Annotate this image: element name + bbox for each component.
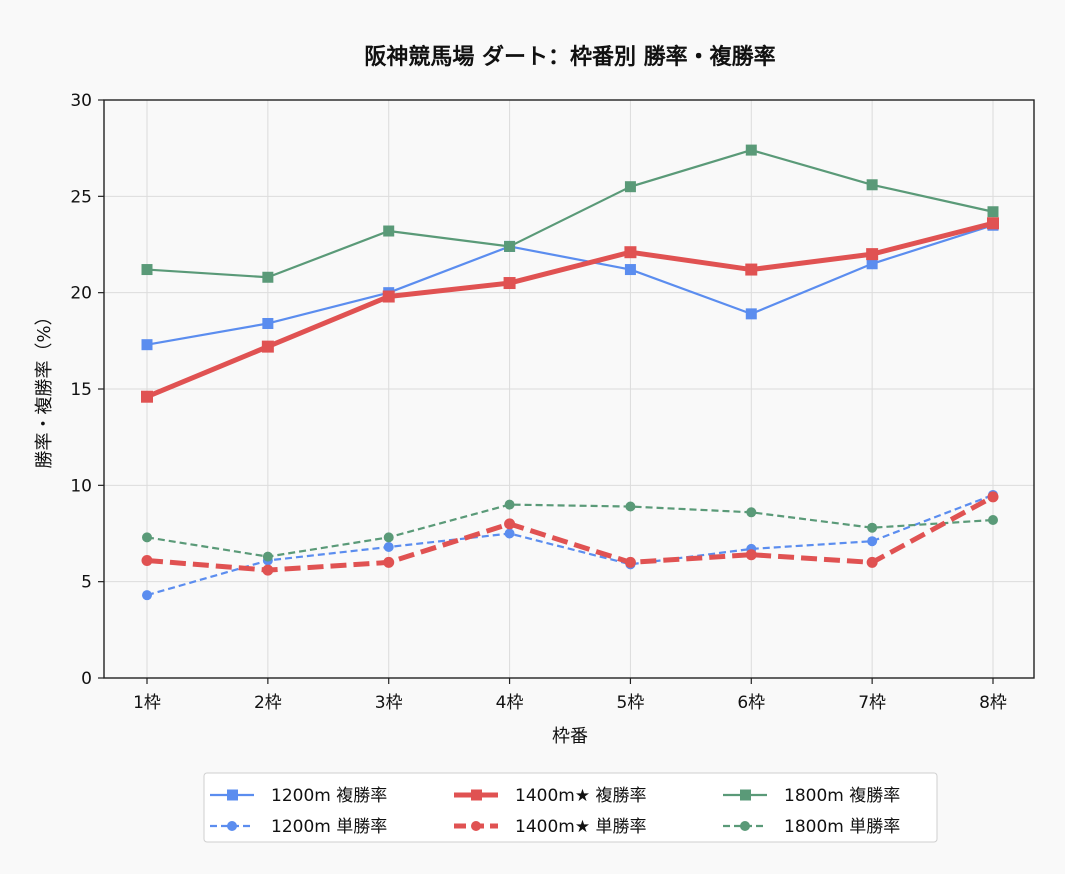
data-point <box>383 556 395 568</box>
data-point <box>866 179 878 191</box>
data-point <box>383 532 394 543</box>
data-point <box>383 541 394 552</box>
data-point <box>745 263 758 276</box>
x-tick-label: 4枠 <box>496 693 524 713</box>
data-point <box>142 590 152 601</box>
x-tick-label: 6枠 <box>737 693 765 713</box>
data-point <box>504 518 516 530</box>
data-point <box>745 144 757 156</box>
grid <box>104 99 1034 679</box>
data-point <box>262 317 274 329</box>
legend-label: 1200m 複勝率 <box>271 786 387 806</box>
data-point <box>504 240 516 252</box>
data-point <box>866 248 879 261</box>
legend-marker <box>740 789 751 801</box>
legend-label: 1800m 単勝率 <box>784 817 900 837</box>
x-tick-label: 7枠 <box>858 693 886 713</box>
series-line <box>146 148 994 279</box>
legend-item: 1200m 単勝率 <box>210 817 387 837</box>
data-point <box>745 308 757 320</box>
series-line <box>146 493 994 597</box>
data-point <box>867 536 878 547</box>
data-point <box>262 551 273 562</box>
data-point <box>141 339 153 351</box>
data-point <box>141 390 153 403</box>
series-2 <box>141 217 999 403</box>
data-point <box>746 507 757 518</box>
legend-marker <box>471 789 482 801</box>
legend-label: 1800m 複勝率 <box>784 786 900 806</box>
y-tick-label: 25 <box>70 187 92 207</box>
legend-label: 1200m 単勝率 <box>271 817 387 837</box>
series-line <box>146 224 994 346</box>
legend-item: 1400m★ 単勝率 <box>454 817 646 837</box>
data-point <box>504 528 515 539</box>
legend-marker <box>227 821 237 831</box>
y-tick-label: 5 <box>81 573 92 593</box>
data-point <box>503 277 516 290</box>
data-point <box>262 271 274 283</box>
y-tick-label: 15 <box>70 380 92 400</box>
data-point <box>624 556 636 568</box>
x-tick-label: 1枠 <box>133 693 161 713</box>
data-point <box>382 290 395 303</box>
series-line <box>146 494 995 573</box>
data-point <box>504 499 515 510</box>
series-5 <box>142 499 998 562</box>
legend-label: 1400m★ 複勝率 <box>515 786 646 806</box>
x-axis: 1枠 2枠 3枠 4枠 5枠 6枠 7枠 8枠 <box>133 678 1007 713</box>
legend-box <box>203 772 938 843</box>
y-tick-label: 20 <box>70 284 92 304</box>
y-tick-label: 0 <box>81 669 92 689</box>
y-axis: 0 5 10 15 20 25 30 <box>70 91 104 689</box>
data-point <box>142 532 152 543</box>
y-axis-label: 勝率・複勝率（%） <box>34 307 55 468</box>
data-point <box>262 564 274 576</box>
data-point <box>866 556 878 568</box>
data-point <box>987 217 999 230</box>
data-point <box>987 491 999 503</box>
legend-item: 1800m 単勝率 <box>723 817 900 837</box>
data-point <box>625 501 636 512</box>
legend-item: 1400m★ 複勝率 <box>454 786 646 806</box>
data-point <box>987 206 999 218</box>
data-point <box>866 258 878 270</box>
legend-marker <box>471 821 481 831</box>
data-point <box>141 264 153 276</box>
data-point <box>988 515 998 526</box>
x-tick-label: 2枠 <box>254 693 282 713</box>
data-point <box>624 246 637 259</box>
data-point <box>261 340 274 353</box>
series-group <box>141 144 999 601</box>
x-axis-label: 枠番 <box>552 726 588 747</box>
data-point <box>624 264 636 276</box>
chart-title: 阪神競馬場 ダート：枠番別 勝率・複勝率 <box>364 44 775 70</box>
series-4 <box>141 144 999 283</box>
data-point <box>141 554 153 566</box>
legend-marker <box>740 821 750 831</box>
data-point <box>383 225 395 237</box>
data-point <box>624 181 636 193</box>
x-tick-label: 5枠 <box>617 693 645 713</box>
y-tick-label: 10 <box>70 476 92 496</box>
legend: 1200m 複勝率 1200m 単勝率 1400m★ 複勝率 1400m★ 単勝率 18… <box>203 772 938 843</box>
x-tick-label: 3枠 <box>375 693 403 713</box>
series-0 <box>141 219 999 351</box>
legend-marker <box>227 789 238 801</box>
legend-item: 1800m 複勝率 <box>723 786 900 806</box>
series-line <box>146 503 994 558</box>
series-3 <box>141 491 999 576</box>
series-line <box>146 220 994 400</box>
y-tick-label: 30 <box>70 91 92 111</box>
data-point <box>867 522 878 533</box>
x-tick-label: 8枠 <box>979 693 1007 713</box>
legend-label: 1400m★ 単勝率 <box>515 817 646 837</box>
data-point <box>745 549 757 561</box>
legend-item: 1200m 複勝率 <box>210 786 387 806</box>
